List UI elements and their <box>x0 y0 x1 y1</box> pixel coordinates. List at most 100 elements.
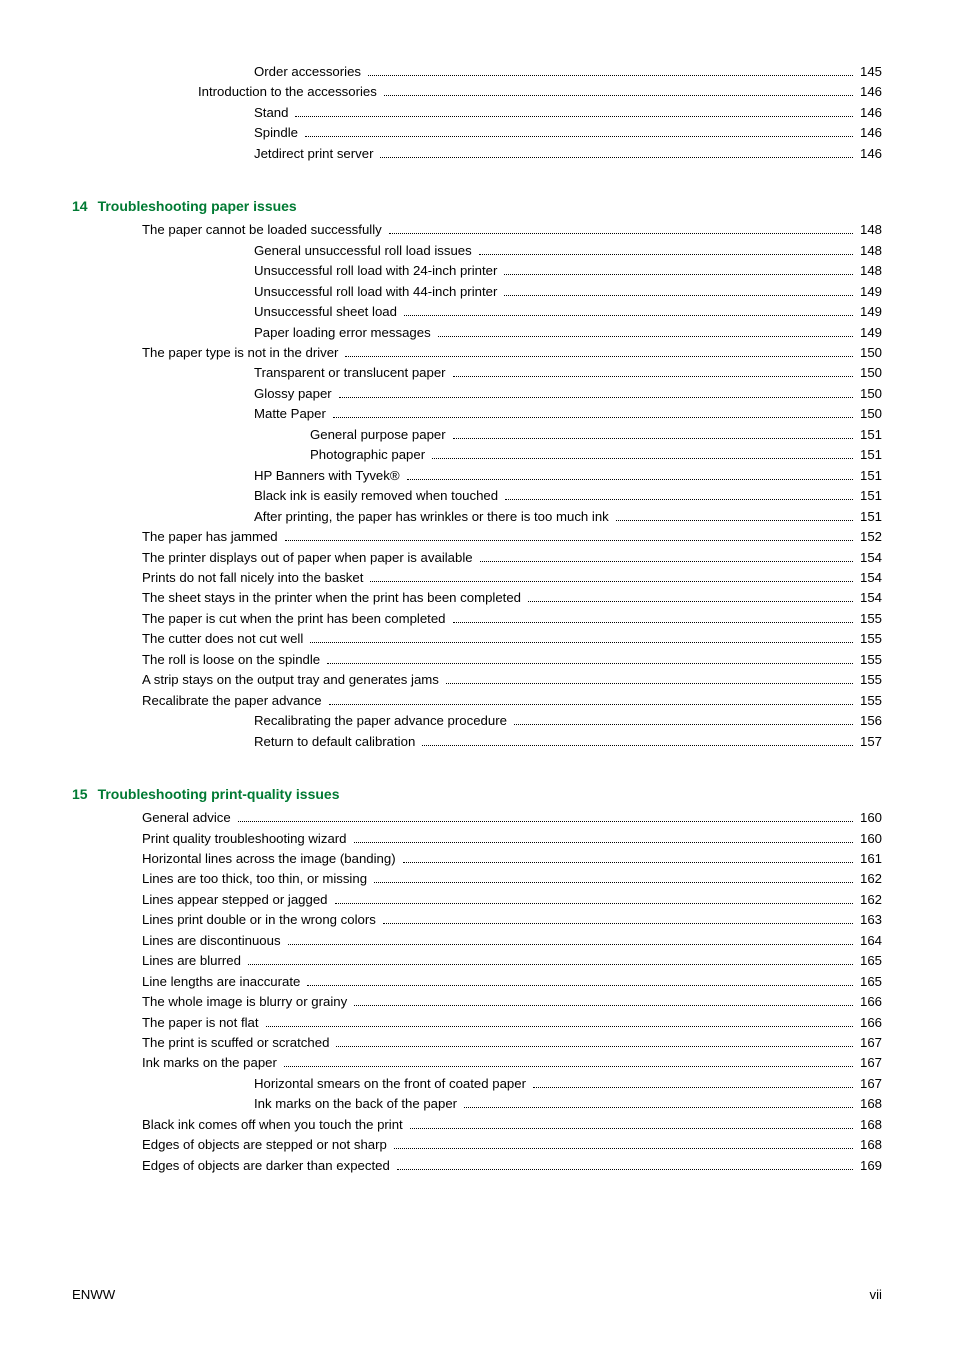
toc-entry[interactable]: Transparent or translucent paper 150 <box>72 363 882 383</box>
toc-entry[interactable]: HP Banners with Tyvek® 151 <box>72 466 882 486</box>
toc-entry[interactable]: Unsuccessful roll load with 44-inch prin… <box>72 282 882 302</box>
toc-entry-page: 150 <box>856 384 882 404</box>
page-container: Order accessories 145Introduction to the… <box>0 0 954 1350</box>
toc-entry[interactable]: Black ink comes off when you touch the p… <box>72 1115 882 1135</box>
toc-entry[interactable]: Horizontal lines across the image (bandi… <box>72 849 882 869</box>
toc-leader-dots <box>432 458 853 459</box>
section-heading[interactable]: 14 Troubleshooting paper issues <box>72 198 882 214</box>
section-heading[interactable]: 15Troubleshooting print-quality issues <box>72 786 882 802</box>
toc-entry[interactable]: Recalibrate the paper advance 155 <box>72 691 882 711</box>
toc-entry[interactable]: Ink marks on the back of the paper 168 <box>72 1094 882 1114</box>
toc-entry-label: Black ink comes off when you touch the p… <box>142 1115 407 1135</box>
section-number: 14 <box>72 198 88 214</box>
toc-leader-dots <box>370 581 853 582</box>
toc-leader-dots <box>389 233 853 234</box>
toc-leader-dots <box>403 862 853 863</box>
toc-leader-dots <box>480 561 853 562</box>
toc-entry[interactable]: The paper type is not in the driver 150 <box>72 343 882 363</box>
toc-entry-page: 149 <box>856 302 882 322</box>
toc-entry[interactable]: The paper cannot be loaded successfully … <box>72 220 882 240</box>
toc-entry-label: HP Banners with Tyvek® <box>254 466 404 486</box>
toc-entry-label: Black ink is easily removed when touched <box>254 486 502 506</box>
toc-leader-dots <box>397 1169 853 1170</box>
toc-leader-dots <box>339 397 853 398</box>
section-title: Troubleshooting paper issues <box>98 198 297 214</box>
toc-entry[interactable]: The cutter does not cut well 155 <box>72 629 882 649</box>
toc-entry[interactable]: General unsuccessful roll load issues 14… <box>72 241 882 261</box>
toc-leader-dots <box>266 1026 853 1027</box>
toc-entry-page: 166 <box>856 992 882 1012</box>
toc-entry-label: Jetdirect print server <box>254 144 377 164</box>
toc-leader-dots <box>383 923 853 924</box>
toc-entry[interactable]: Return to default calibration 157 <box>72 732 882 752</box>
toc-entry[interactable]: Ink marks on the paper 167 <box>72 1053 882 1073</box>
toc-entry-label: General unsuccessful roll load issues <box>254 241 476 261</box>
toc-entry[interactable]: The paper has jammed 152 <box>72 527 882 547</box>
toc-entry[interactable]: Jetdirect print server 146 <box>72 144 882 164</box>
toc-entry[interactable]: Lines appear stepped or jagged 162 <box>72 890 882 910</box>
toc-entry[interactable]: Print quality troubleshooting wizard 160 <box>72 829 882 849</box>
toc-entry[interactable]: Unsuccessful sheet load 149 <box>72 302 882 322</box>
toc-entry[interactable]: Recalibrating the paper advance procedur… <box>72 711 882 731</box>
toc-entry[interactable]: Matte Paper 150 <box>72 404 882 424</box>
toc-entry[interactable]: Photographic paper 151 <box>72 445 882 465</box>
toc-entry-label: The sheet stays in the printer when the … <box>142 588 525 608</box>
toc-entry[interactable]: General advice 160 <box>72 808 882 828</box>
toc-entry[interactable]: Lines are discontinuous 164 <box>72 931 882 951</box>
toc-leader-dots <box>310 642 853 643</box>
toc-entry[interactable]: The printer displays out of paper when p… <box>72 548 882 568</box>
toc-entry-page: 151 <box>856 466 882 486</box>
toc-entry[interactable]: Stand 146 <box>72 103 882 123</box>
toc-entry-page: 154 <box>856 568 882 588</box>
toc-entry[interactable]: Lines are too thick, too thin, or missin… <box>72 869 882 889</box>
toc-entry-label: Recalibrate the paper advance <box>142 691 326 711</box>
toc-entry[interactable]: The sheet stays in the printer when the … <box>72 588 882 608</box>
toc-entry[interactable]: Prints do not fall nicely into the baske… <box>72 568 882 588</box>
toc-entry[interactable]: Edges of objects are darker than expecte… <box>72 1156 882 1176</box>
toc-leader-dots <box>354 842 853 843</box>
toc-leader-dots <box>438 336 853 337</box>
toc-entry[interactable]: Glossy paper 150 <box>72 384 882 404</box>
toc-leader-dots <box>422 745 853 746</box>
toc-entry-label: Prints do not fall nicely into the baske… <box>142 568 367 588</box>
toc-entry-label: Ink marks on the back of the paper <box>254 1094 461 1114</box>
toc-entry-page: 162 <box>856 890 882 910</box>
toc-entry[interactable]: Lines are blurred 165 <box>72 951 882 971</box>
page-footer: ENWW vii <box>72 1287 882 1302</box>
toc-leader-dots <box>374 882 853 883</box>
toc-leader-dots <box>394 1148 853 1149</box>
toc-entry[interactable]: The roll is loose on the spindle 155 <box>72 650 882 670</box>
toc-entry[interactable]: Spindle 146 <box>72 123 882 143</box>
toc-entry[interactable]: After printing, the paper has wrinkles o… <box>72 507 882 527</box>
toc-entry[interactable]: Line lengths are inaccurate 165 <box>72 972 882 992</box>
toc-entry[interactable]: Black ink is easily removed when touched… <box>72 486 882 506</box>
toc-entry[interactable]: A strip stays on the output tray and gen… <box>72 670 882 690</box>
footer-right: vii <box>870 1287 882 1302</box>
toc-leader-dots <box>504 274 853 275</box>
toc-entry-label: Unsuccessful roll load with 44-inch prin… <box>254 282 501 302</box>
toc-entry[interactable]: Unsuccessful roll load with 24-inch prin… <box>72 261 882 281</box>
toc-leader-dots <box>533 1087 853 1088</box>
toc-entry-label: General advice <box>142 808 235 828</box>
toc-entry[interactable]: The paper is not flat 166 <box>72 1013 882 1033</box>
toc-leader-dots <box>504 295 853 296</box>
toc-leader-dots <box>238 821 853 822</box>
toc-entry[interactable]: Horizontal smears on the front of coated… <box>72 1074 882 1094</box>
toc-entry-page: 162 <box>856 869 882 889</box>
toc-entry[interactable]: The whole image is blurry or grainy 166 <box>72 992 882 1012</box>
toc-entry[interactable]: Introduction to the accessories 146 <box>72 82 882 102</box>
toc-entry[interactable]: The paper is cut when the print has been… <box>72 609 882 629</box>
toc-entry[interactable]: Paper loading error messages 149 <box>72 323 882 343</box>
toc-entry-label: Transparent or translucent paper <box>254 363 450 383</box>
toc-entry[interactable]: Edges of objects are stepped or not shar… <box>72 1135 882 1155</box>
toc-leader-dots <box>528 601 853 602</box>
toc-entry[interactable]: The print is scuffed or scratched 167 <box>72 1033 882 1053</box>
toc-leader-dots <box>305 136 853 137</box>
toc-entry-label: Photographic paper <box>310 445 429 465</box>
toc-entry[interactable]: Lines print double or in the wrong color… <box>72 910 882 930</box>
toc-entry[interactable]: General purpose paper 151 <box>72 425 882 445</box>
toc-entry[interactable]: Order accessories 145 <box>72 62 882 82</box>
toc-entry-page: 151 <box>856 507 882 527</box>
toc-sections: 14 Troubleshooting paper issues The paper … <box>72 198 882 1176</box>
toc-entry-page: 157 <box>856 732 882 752</box>
